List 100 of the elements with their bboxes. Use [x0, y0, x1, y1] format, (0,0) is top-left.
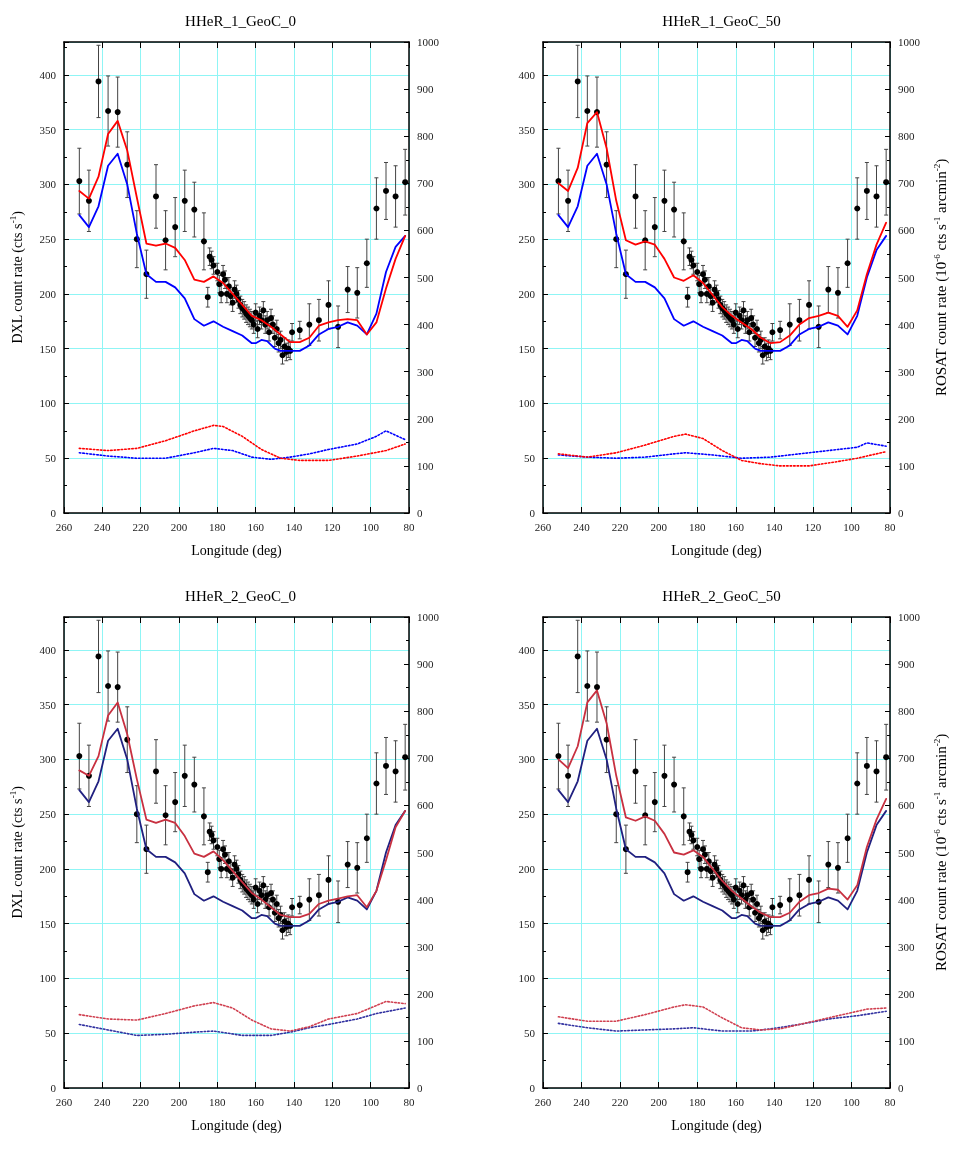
y2-tick-label: 300: [417, 940, 434, 953]
y2-tick-label: 0: [898, 1082, 904, 1094]
y-tick-label: 50: [524, 1027, 536, 1040]
x-tick-label: 260: [55, 1095, 73, 1108]
y-tick-label: 350: [39, 123, 57, 136]
x-tick-label: 100: [362, 1095, 380, 1108]
line-series: [78, 430, 406, 461]
x-tick-label: 260: [55, 520, 73, 533]
x-tick-label: 100: [362, 520, 380, 533]
y2-tick-label: 400: [898, 318, 915, 331]
x-tick-label: 140: [285, 520, 303, 533]
y2-tick-label: 300: [898, 365, 915, 378]
y2-tick-label: 1000: [417, 36, 440, 48]
x-tick-label: 220: [611, 1095, 629, 1108]
line-series: [78, 424, 406, 462]
y-axis-title: DXL count rate (cts s-1): [7, 785, 26, 919]
line-series: [557, 433, 887, 467]
x-tick-label: 80: [884, 1095, 896, 1108]
y2-tick-label: 1000: [898, 611, 921, 623]
x-tick-label: 180: [688, 520, 706, 533]
y2-tick-label: 800: [417, 705, 434, 718]
y2-tick-label: 200: [417, 987, 434, 1000]
x-tick-label: 80: [403, 1095, 415, 1108]
y2-tick-label: 0: [898, 507, 904, 519]
line-series: [78, 1007, 406, 1037]
y2-tick-label: 900: [417, 658, 434, 671]
chart-title: HHeR_2_GeoC_0: [185, 587, 296, 604]
y-tick-label: 350: [39, 698, 57, 711]
y2-tick-label: 400: [417, 893, 434, 906]
y-tick-label: 100: [518, 397, 536, 410]
y-tick-label: 400: [518, 68, 536, 81]
x-tick-label: 160: [727, 1095, 745, 1108]
x-axis-title: Longitude (deg): [191, 1117, 283, 1134]
y-tick-label: 200: [39, 862, 57, 875]
y2-tick-label: 100: [898, 459, 915, 472]
x-axis-title: Longitude (deg): [671, 1117, 763, 1134]
y2-tick-label: 600: [898, 799, 915, 812]
y-tick-label: 300: [39, 178, 57, 191]
y2-tick-label: 500: [417, 846, 434, 859]
x-tick-label: 240: [573, 1095, 591, 1108]
y2-tick-label: 600: [417, 799, 434, 812]
y-tick-label: 0: [529, 1082, 536, 1094]
y2-tick-label: 300: [898, 940, 915, 953]
y2-tick-label: 500: [898, 846, 915, 859]
y-tick-label: 0: [50, 1082, 57, 1094]
x-tick-label: 100: [843, 520, 861, 533]
y2-tick-label: 400: [417, 318, 434, 331]
x-tick-label: 120: [324, 520, 342, 533]
x-axis-title: Longitude (deg): [191, 542, 283, 559]
x-tick-label: 220: [611, 520, 629, 533]
y2-tick-label: 500: [417, 271, 434, 284]
y2-tick-label: 1000: [417, 611, 440, 623]
y2-tick-label: 100: [417, 459, 434, 472]
x-tick-label: 180: [209, 520, 227, 533]
y-tick-label: 150: [518, 917, 536, 930]
y2-tick-label: 100: [898, 1034, 915, 1047]
x-tick-label: 160: [727, 520, 745, 533]
x-tick-label: 140: [766, 520, 784, 533]
y-tick-label: 50: [45, 452, 57, 465]
y-tick-label: 400: [518, 643, 536, 656]
y2-axis-title: ROSAT count rate (10-6 cts s-1 arcmin-2): [931, 733, 950, 972]
y-tick-label: 250: [39, 233, 57, 246]
y-tick-label: 250: [39, 808, 57, 821]
x-tick-label: 200: [170, 1095, 188, 1108]
line-series: [78, 1000, 406, 1032]
x-tick-label: 260: [534, 1095, 552, 1108]
x-tick-label: 80: [884, 520, 896, 533]
x-tick-label: 140: [766, 1095, 784, 1108]
y2-tick-label: 700: [417, 177, 434, 190]
x-tick-label: 220: [132, 520, 150, 533]
x-tick-label: 140: [285, 1095, 303, 1108]
chart-title: HHeR_1_GeoC_50: [662, 12, 781, 29]
x-tick-label: 80: [403, 520, 415, 533]
y-tick-label: 50: [45, 1027, 57, 1040]
y-tick-label: 150: [518, 342, 536, 355]
y2-tick-label: 600: [898, 224, 915, 237]
y2-tick-label: 0: [417, 1082, 423, 1094]
y-tick-label: 300: [518, 178, 536, 191]
y-tick-label: 100: [518, 972, 536, 985]
x-tick-label: 100: [843, 1095, 861, 1108]
x-tick-label: 160: [247, 520, 265, 533]
y-tick-label: 350: [518, 698, 536, 711]
y2-tick-label: 100: [417, 1034, 434, 1047]
y2-tick-label: 600: [417, 224, 434, 237]
line-series: [557, 1010, 887, 1032]
y-tick-label: 350: [518, 123, 536, 136]
x-tick-label: 220: [132, 1095, 150, 1108]
line-series: [78, 119, 407, 344]
y2-tick-label: 0: [417, 507, 423, 519]
y-tick-label: 100: [39, 397, 57, 410]
y-tick-label: 250: [518, 233, 536, 246]
x-tick-label: 240: [94, 520, 112, 533]
x-tick-label: 180: [209, 1095, 227, 1108]
x-tick-label: 160: [247, 1095, 265, 1108]
y2-tick-label: 900: [898, 658, 915, 671]
line-series: [557, 442, 887, 460]
y2-tick-label: 400: [898, 893, 915, 906]
y2-tick-label: 700: [417, 752, 434, 765]
x-axis-title: Longitude (deg): [671, 542, 763, 559]
y-tick-label: 200: [518, 287, 536, 300]
